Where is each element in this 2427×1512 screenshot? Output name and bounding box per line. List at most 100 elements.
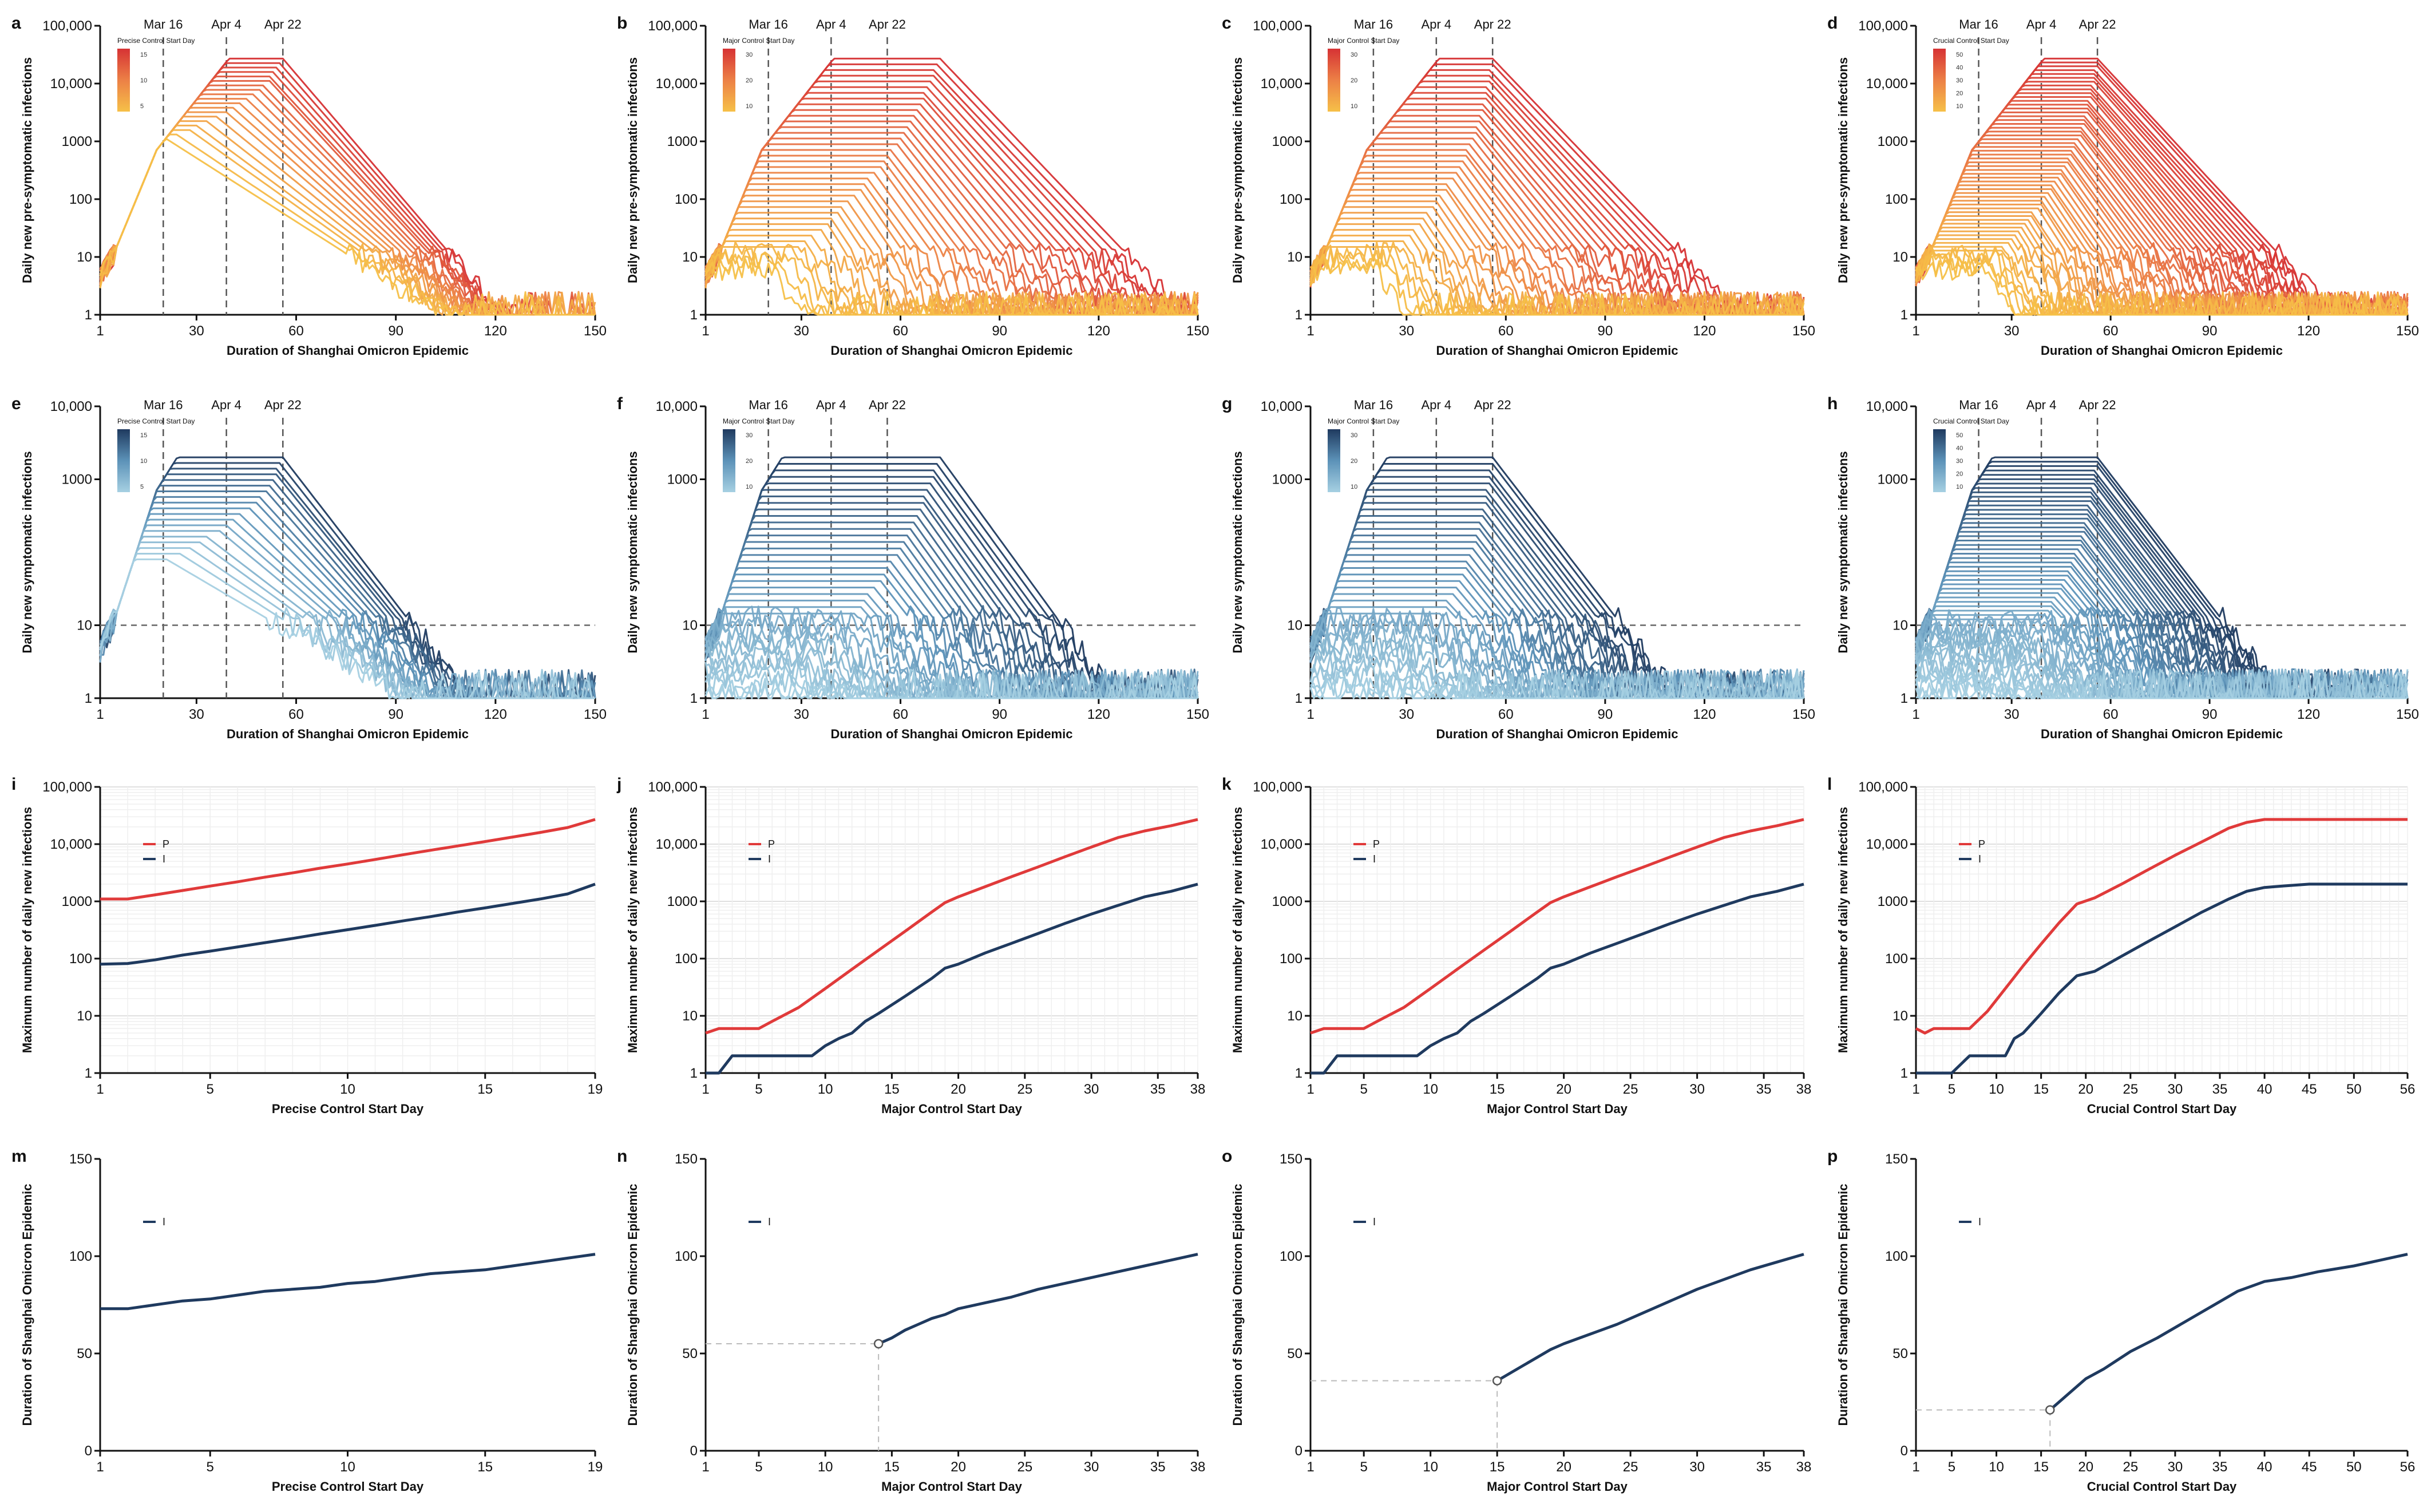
- y-tick-label: 100,000: [42, 18, 92, 34]
- y-tick-label: 1: [85, 1066, 92, 1081]
- date-line-label: Apr 4: [2026, 398, 2057, 412]
- legend-colorbar: [723, 49, 735, 112]
- legend-tick-label: 10: [1956, 103, 1963, 110]
- legend: PI: [143, 838, 169, 865]
- y-tick-label: 1000: [1272, 134, 1302, 149]
- y-axis-title: Daily new pre-symptomatic infections: [20, 57, 34, 283]
- x-axis-title: Duration of Shanghai Omicron Epidemic: [831, 343, 1073, 358]
- date-line-label: Apr 4: [1422, 17, 1452, 31]
- y-tick-label: 10,000: [656, 399, 698, 414]
- y-axis-title: Duration of Shanghai Omicron Epidemic: [1836, 1184, 1850, 1426]
- series-line-I: [706, 882, 1198, 1075]
- panel-letter: m: [11, 1147, 27, 1166]
- series-line-P: [705, 818, 1198, 1035]
- y-axis-title: Daily new symptomatic infections: [20, 451, 34, 653]
- legend-title: Major Control Start Day: [1328, 37, 1399, 45]
- y-tick-label: 100: [1885, 1249, 1908, 1264]
- x-tick-label: 30: [1689, 1082, 1705, 1097]
- x-axis-title: Precise Control Start Day: [272, 1102, 424, 1116]
- date-line-label: Mar 16: [749, 398, 787, 412]
- x-tick-label: 150: [2396, 707, 2419, 722]
- x-tick-label: 40: [2257, 1459, 2272, 1475]
- x-tick-label: 10: [1423, 1459, 1438, 1475]
- x-tick-label: 60: [288, 707, 304, 722]
- panel-letter: c: [1222, 14, 1232, 33]
- y-tick-label: 100: [675, 951, 698, 967]
- legend-label: I: [1978, 1216, 1981, 1228]
- series-line: [1915, 260, 2408, 316]
- y-tick-label: 10,000: [1866, 837, 1908, 852]
- date-line-label: Apr 4: [211, 398, 241, 412]
- panel-letter: k: [1222, 775, 1232, 794]
- date-line-label: Apr 22: [2079, 17, 2116, 31]
- y-tick-label: 1000: [1272, 894, 1302, 909]
- panel-letter: i: [11, 775, 16, 794]
- y-axis-title: Daily new symptomatic infections: [625, 451, 640, 653]
- y-tick-label: 10,000: [1866, 399, 1908, 414]
- x-tick-label: 1: [1912, 707, 1919, 722]
- x-tick-label: 90: [2202, 323, 2218, 339]
- y-tick-label: 100: [69, 192, 92, 207]
- panel-k: 1 5 10 15 20 25 30 35 38110100100010,000100,000M…: [1222, 775, 1811, 1116]
- series-line: [99, 558, 595, 699]
- x-axis-title: Major Control Start Day: [1487, 1102, 1628, 1116]
- x-tick-label: 90: [992, 323, 1007, 339]
- x-tick-label: 5: [1360, 1082, 1368, 1097]
- x-tick-label: 30: [1084, 1459, 1099, 1475]
- y-tick-label: 1000: [62, 894, 92, 909]
- panel-a: 1 30 60 90 120 150 1 10 100 1000 10,000 100,000 Dura…: [11, 14, 607, 358]
- x-tick-label: 25: [1623, 1082, 1638, 1097]
- series-line: [1309, 103, 1804, 316]
- x-tick-label: 120: [2297, 707, 2320, 722]
- y-tick-label: 1000: [1878, 894, 1908, 909]
- y-tick-label: 10,000: [1866, 76, 1908, 92]
- curves: [1309, 456, 1805, 699]
- legend-title: Major Control Start Day: [1328, 417, 1399, 425]
- y-axis-title: Maximum number of daily new infections: [625, 807, 640, 1053]
- series-line-I: [1916, 882, 2408, 1075]
- x-tick-label: 30: [1399, 323, 1414, 339]
- x-tick-label: 30: [2004, 323, 2020, 339]
- curves: [99, 456, 596, 699]
- legend-colorbar: [1933, 429, 1946, 492]
- y-tick-label: 1: [1295, 1066, 1302, 1081]
- x-tick-label: 60: [893, 707, 908, 722]
- legend-tick-label: 20: [1956, 90, 1963, 97]
- x-tick-label: 35: [1756, 1082, 1772, 1097]
- legend-label: I: [1373, 1216, 1376, 1228]
- date-line-label: Apr 4: [2026, 17, 2057, 31]
- marker-point: [1492, 1376, 1502, 1386]
- x-tick-label: 10: [340, 1459, 355, 1475]
- x-tick-label: 56: [2400, 1082, 2416, 1097]
- legend-tick-label: 10: [140, 458, 147, 465]
- y-tick-label: 10,000: [1261, 399, 1302, 414]
- x-tick-label: 60: [2103, 707, 2119, 722]
- series-line-P: [1310, 818, 1804, 1035]
- date-line-label: Apr 4: [211, 17, 241, 31]
- curves: [1915, 57, 2409, 316]
- series-line: [704, 508, 1198, 699]
- x-tick-label: 10: [1989, 1459, 2004, 1475]
- x-tick-label: 1: [1912, 1459, 1919, 1475]
- panel-b: 1 30 60 90 120 150 1 10 100 1000 10,000 100,000 Dura…: [617, 14, 1209, 358]
- marker-point: [873, 1339, 884, 1349]
- x-axis-title: Precise Control Start Day: [272, 1479, 424, 1494]
- legend-tick-label: 40: [1956, 445, 1963, 452]
- y-tick-label: 10: [1892, 250, 1908, 265]
- x-tick-label: 40: [2257, 1082, 2272, 1097]
- y-tick-label: 10: [682, 250, 698, 265]
- legend: Major Control Start Day 30 20 10: [1328, 417, 1399, 492]
- x-tick-label: 30: [2004, 707, 2020, 722]
- y-tick-label: 100: [675, 192, 698, 207]
- date-line-label: Mar 16: [1959, 398, 1998, 412]
- legend-tick-label: 10: [1351, 103, 1357, 110]
- panel-letter: h: [1827, 394, 1838, 413]
- y-axis-title: Duration of Shanghai Omicron Epidemic: [625, 1184, 640, 1426]
- x-tick-label: 90: [992, 707, 1007, 722]
- y-axis-title: Duration of Shanghai Omicron Epidemic: [1230, 1184, 1245, 1426]
- legend-label: P: [1373, 838, 1380, 850]
- x-axis-title: Duration of Shanghai Omicron Epidemic: [2041, 343, 2283, 358]
- x-tick-label: 25: [1017, 1082, 1032, 1097]
- legend-tick-label: 50: [1956, 432, 1963, 439]
- y-tick-label: 10: [1892, 618, 1908, 634]
